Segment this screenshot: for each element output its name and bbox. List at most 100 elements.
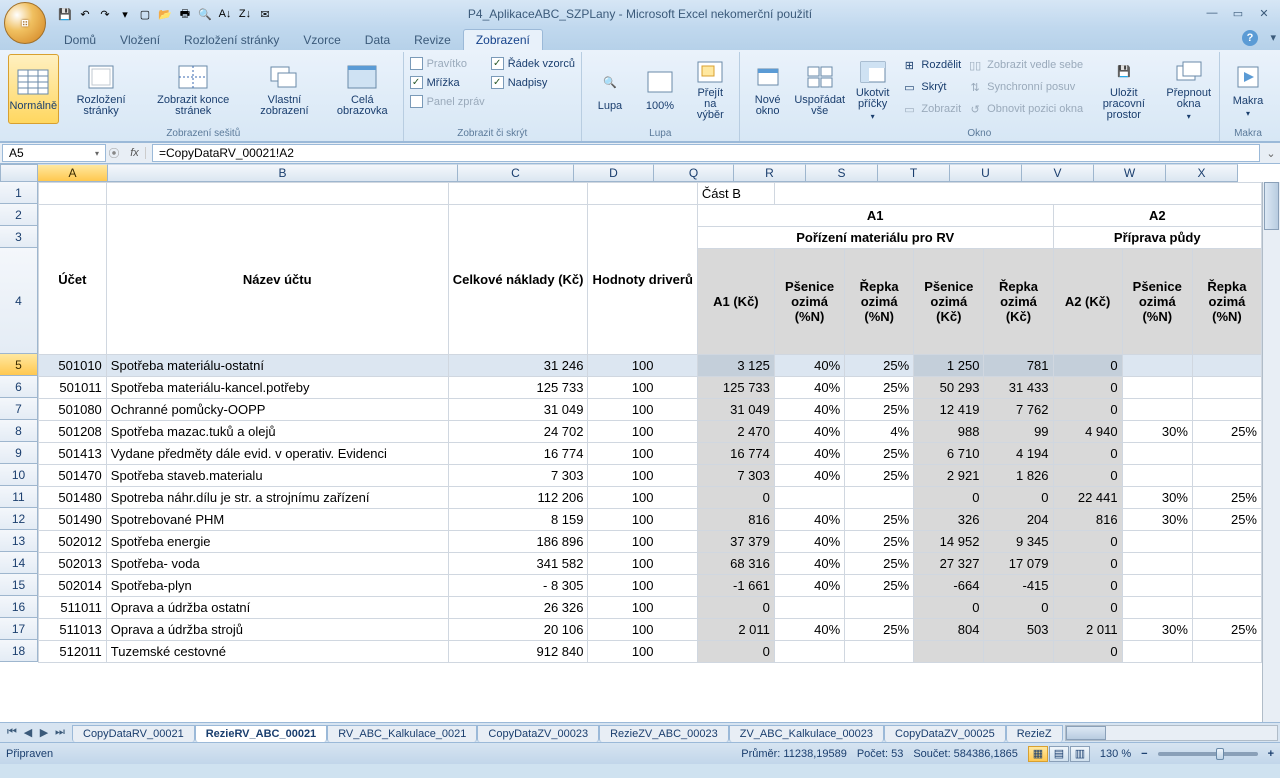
sync-scroll-button[interactable]: ⇅Synchronní posuv bbox=[965, 78, 1085, 96]
restore-button[interactable]: ▭ bbox=[1226, 4, 1250, 22]
zoom-out-button[interactable]: − bbox=[1141, 748, 1147, 760]
tab-insert[interactable]: Vložení bbox=[108, 30, 172, 50]
col-header-U[interactable]: U bbox=[950, 164, 1022, 182]
sheet-tab[interactable]: RezieZV_ABC_00023 bbox=[599, 725, 729, 742]
horizontal-scroll-thumb[interactable] bbox=[1066, 726, 1106, 740]
message-bar-checkbox[interactable]: Panel zpráv bbox=[408, 94, 487, 109]
row-header-11[interactable]: 11 bbox=[0, 486, 38, 508]
col-header-A[interactable]: A bbox=[38, 164, 108, 182]
normal-view-button[interactable]: Normálně bbox=[8, 54, 59, 124]
table-row[interactable]: 502013Spotřeba- voda341 58210068 31640%2… bbox=[39, 553, 1262, 575]
table-row[interactable]: 502014Spotřeba-plyn- 8 305100-1 66140%25… bbox=[39, 575, 1262, 597]
col-header-X[interactable]: X bbox=[1166, 164, 1238, 182]
row-header-17[interactable]: 17 bbox=[0, 618, 38, 640]
sort-asc-icon[interactable]: A↓ bbox=[216, 5, 234, 23]
tab-layout[interactable]: Rozložení stránky bbox=[172, 30, 291, 50]
page-layout-button[interactable]: Rozložení stránky bbox=[61, 54, 142, 124]
zoom-button[interactable]: 🔍 Lupa bbox=[586, 54, 634, 124]
row-header-4[interactable]: 4 bbox=[0, 248, 38, 354]
side-by-side-button[interactable]: ▯▯Zobrazit vedle sebe bbox=[965, 56, 1085, 74]
tab-prev-icon[interactable]: ◀ bbox=[20, 725, 36, 741]
headings-checkbox[interactable]: ✓Nadpisy bbox=[489, 75, 577, 90]
table-row[interactable]: 501480Spotreba náhr.dílu je str. a stroj… bbox=[39, 487, 1262, 509]
macros-button[interactable]: Makra▾ bbox=[1224, 54, 1272, 124]
col-header-D[interactable]: D bbox=[574, 164, 654, 182]
open-icon[interactable]: 📂 bbox=[156, 5, 174, 23]
help-icon[interactable]: ? bbox=[1242, 30, 1258, 46]
page-layout-status-button[interactable]: ▤ bbox=[1049, 746, 1069, 762]
zoom-in-button[interactable]: + bbox=[1268, 748, 1274, 760]
sort-desc-icon[interactable]: Z↓ bbox=[236, 5, 254, 23]
normal-view-status-button[interactable]: ▦ bbox=[1028, 746, 1048, 762]
row-header-1[interactable]: 1 bbox=[0, 182, 38, 204]
close-button[interactable]: ✕ bbox=[1252, 4, 1276, 22]
new-icon[interactable]: ▢ bbox=[136, 5, 154, 23]
row-header-7[interactable]: 7 bbox=[0, 398, 38, 420]
sheet-tab[interactable]: CopyDataZV_00023 bbox=[477, 725, 599, 742]
unhide-button[interactable]: ▭Zobrazit bbox=[899, 100, 963, 118]
split-button[interactable]: ⊞Rozdělit bbox=[899, 56, 963, 74]
reset-position-button[interactable]: ↺Obnovit pozici okna bbox=[965, 100, 1085, 118]
full-screen-button[interactable]: Celá obrazovka bbox=[326, 54, 399, 124]
table-row[interactable]: 501011Spotřeba materiálu-kancel.potřeby1… bbox=[39, 377, 1262, 399]
tab-formulas[interactable]: Vzorce bbox=[291, 30, 352, 50]
preview-icon[interactable]: 🔍 bbox=[196, 5, 214, 23]
table-row[interactable]: 501208Spotřeba mazac.tuků a olejů24 7021… bbox=[39, 421, 1262, 443]
select-all-corner[interactable] bbox=[0, 164, 38, 182]
page-break-button[interactable]: Zobrazit konce stránek bbox=[144, 54, 243, 124]
mail-icon[interactable]: ✉ bbox=[256, 5, 274, 23]
table-row[interactable]: 502012Spotřeba energie186 89610037 37940… bbox=[39, 531, 1262, 553]
sheet-tab[interactable]: ZV_ABC_Kalkulace_00023 bbox=[729, 725, 884, 742]
row-header-13[interactable]: 13 bbox=[0, 530, 38, 552]
row-header-6[interactable]: 6 bbox=[0, 376, 38, 398]
table-row[interactable]: 501470Spotřeba staveb.materialu7 3031007… bbox=[39, 465, 1262, 487]
table-row[interactable]: 501010Spotřeba materiálu-ostatní31 24610… bbox=[39, 355, 1262, 377]
col-header-T[interactable]: T bbox=[878, 164, 950, 182]
row-header-3[interactable]: 3 bbox=[0, 226, 38, 248]
sheet-tab[interactable]: CopyDataZV_00025 bbox=[884, 725, 1006, 742]
tab-next-icon[interactable]: ▶ bbox=[36, 725, 52, 741]
zoom-100-button[interactable]: 100% bbox=[636, 54, 684, 124]
row-header-2[interactable]: 2 bbox=[0, 204, 38, 226]
row-header-12[interactable]: 12 bbox=[0, 508, 38, 530]
table-row[interactable]: 512011Tuzemské cestovné912 84010000 bbox=[39, 641, 1262, 663]
formula-input[interactable]: =CopyDataRV_00021!A2 bbox=[152, 144, 1260, 162]
grid[interactable]: Část BÚčetNázev účtuCelkové náklady (Kč)… bbox=[38, 182, 1262, 722]
col-header-Q[interactable]: Q bbox=[654, 164, 734, 182]
sheet-tab[interactable]: RezieZ bbox=[1006, 725, 1063, 742]
formula-bar-checkbox[interactable]: ✓Řádek vzorců bbox=[489, 56, 577, 71]
tab-review[interactable]: Revize bbox=[402, 30, 463, 50]
col-header-S[interactable]: S bbox=[806, 164, 878, 182]
undo-icon[interactable]: ↶ bbox=[76, 5, 94, 23]
tab-first-icon[interactable]: ⏮ bbox=[4, 725, 20, 741]
minimize-button[interactable]: — bbox=[1200, 4, 1224, 22]
row-header-16[interactable]: 16 bbox=[0, 596, 38, 618]
table-row[interactable]: 511013Oprava a údržba strojů20 1061002 0… bbox=[39, 619, 1262, 641]
formula-expand-icon[interactable]: ⌄ bbox=[1262, 147, 1280, 160]
tab-home[interactable]: Domů bbox=[52, 30, 108, 50]
save-icon[interactable]: 💾 bbox=[56, 5, 74, 23]
horizontal-scrollbar[interactable] bbox=[1065, 725, 1278, 741]
tab-view[interactable]: Zobrazení bbox=[463, 29, 543, 50]
name-box[interactable]: A5▾ bbox=[2, 144, 106, 162]
vertical-scroll-thumb[interactable] bbox=[1264, 182, 1279, 230]
row-header-9[interactable]: 9 bbox=[0, 442, 38, 464]
vertical-scrollbar[interactable] bbox=[1262, 182, 1280, 722]
custom-views-button[interactable]: Vlastní zobrazení bbox=[245, 54, 324, 124]
gridlines-checkbox[interactable]: ✓Mřížka bbox=[408, 75, 487, 90]
arrange-all-button[interactable]: Uspořádat vše bbox=[794, 54, 846, 124]
sheet-tab[interactable]: RV_ABC_Kalkulace_0021 bbox=[327, 725, 477, 742]
col-header-V[interactable]: V bbox=[1022, 164, 1094, 182]
fx-button[interactable]: fx bbox=[124, 147, 146, 159]
table-row[interactable]: 501080Ochranné pomůcky-OOPP31 04910031 0… bbox=[39, 399, 1262, 421]
sheet-tab[interactable]: RezieRV_ABC_00021 bbox=[195, 725, 327, 742]
tab-data[interactable]: Data bbox=[353, 30, 402, 50]
ruler-checkbox[interactable]: Pravítko bbox=[408, 56, 487, 71]
row-header-10[interactable]: 10 bbox=[0, 464, 38, 486]
page-break-status-button[interactable]: ▥ bbox=[1070, 746, 1090, 762]
col-header-B[interactable]: B bbox=[108, 164, 458, 182]
zoom-slider-thumb[interactable] bbox=[1216, 748, 1224, 760]
tab-last-icon[interactable]: ⏭ bbox=[52, 725, 68, 741]
col-header-C[interactable]: C bbox=[458, 164, 574, 182]
table-row[interactable]: 501490Spotrebované PHM8 15910081640%25%3… bbox=[39, 509, 1262, 531]
